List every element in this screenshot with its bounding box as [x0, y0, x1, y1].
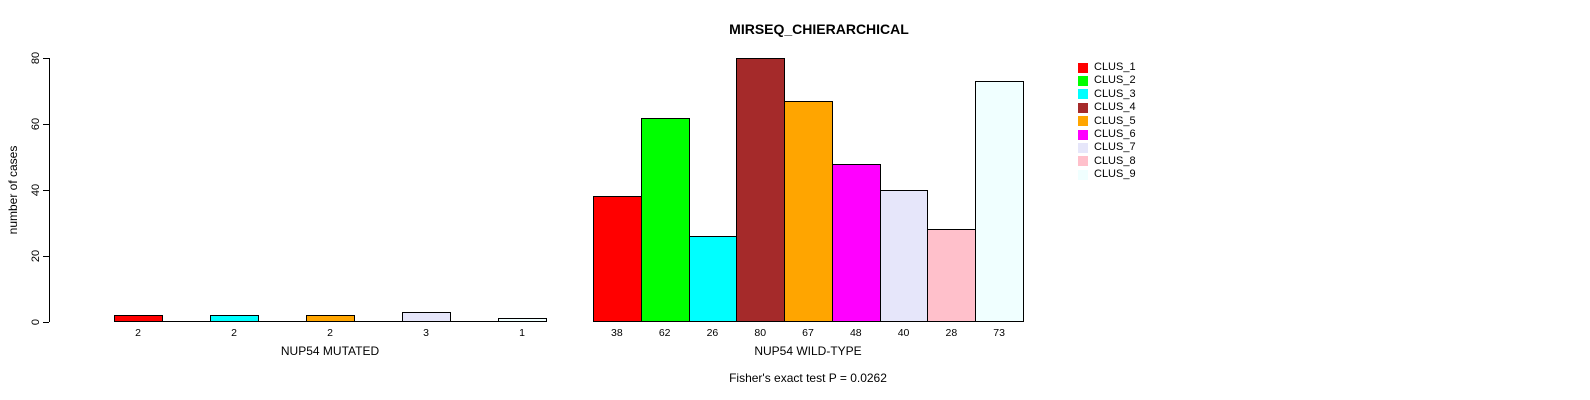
legend-label: CLUS_1: [1094, 61, 1136, 73]
y-axis-label: number of cases: [6, 145, 20, 235]
y-axis-line: [49, 58, 50, 322]
y-axis-tick-label: 20: [30, 249, 42, 263]
bar-clus_6: [832, 164, 881, 322]
bar-value-label: 26: [706, 327, 719, 339]
bar-value-label: 2: [231, 327, 237, 339]
legend-label: CLUS_8: [1094, 154, 1136, 167]
bar-value-label: 1: [519, 327, 525, 339]
legend-label: CLUS_4: [1094, 101, 1136, 114]
legend-swatch: [1078, 129, 1088, 140]
legend-swatch: [1078, 62, 1088, 73]
legend-item: CLUS_9: [1078, 168, 1136, 181]
bar-clus_5: [784, 101, 833, 322]
y-axis-tick: [43, 124, 49, 125]
bar-value-label: 80: [754, 327, 767, 339]
bar-value-label: 2: [135, 327, 141, 339]
bar-value-label: 62: [658, 327, 671, 339]
legend-label: CLUS_9: [1094, 168, 1136, 181]
bar-clus_2: [641, 118, 690, 322]
chart-title: MIRSEQ_CHIERARCHICAL: [729, 21, 909, 37]
bar-clus_8: [927, 229, 976, 322]
legend-item: CLUS_4: [1078, 101, 1136, 114]
legend: CLUS_1 CLUS_2 CLUS_3 CLUS_4 CLUS_5 CLUS_6 CLUS…: [1078, 61, 1136, 182]
bar-clus_4: [736, 58, 785, 322]
legend-item: CLUS_2: [1078, 74, 1136, 87]
legend-item: CLUS_6: [1078, 128, 1136, 141]
legend-swatch: [1078, 89, 1088, 100]
legend-item: CLUS_3: [1078, 88, 1136, 101]
bar-clus_7: [880, 190, 928, 322]
bar-clus_9: [975, 81, 1024, 322]
legend-swatch: [1078, 169, 1088, 180]
bar-value-label: 3: [423, 327, 429, 339]
legend-item: CLUS_1: [1078, 61, 1136, 74]
bar-value-label: 38: [611, 327, 623, 339]
legend-swatch: [1078, 76, 1088, 87]
y-axis-tick-label: 0: [30, 318, 42, 326]
bar-value-label: 73: [993, 327, 1005, 339]
bar-value-label: 28: [945, 327, 958, 339]
legend-swatch: [1078, 102, 1088, 113]
bar-clus_1: [114, 315, 163, 322]
bar-clus_7: [402, 312, 451, 322]
bar-clus_9: [498, 318, 547, 322]
legend-label: CLUS_7: [1094, 141, 1136, 154]
bar-clus_5: [306, 315, 355, 322]
bar-clus_3: [689, 236, 737, 322]
x-axis-label-mutated: NUP54 MUTATED: [280, 344, 380, 358]
x-axis-label-wildtype: NUP54 WILD-TYPE: [754, 344, 862, 358]
legend-label: CLUS_5: [1094, 114, 1136, 127]
annotation-fisher-test: Fisher's exact test P = 0.0262: [729, 371, 887, 385]
y-axis-tick: [43, 58, 49, 59]
legend-item: CLUS_7: [1078, 141, 1136, 154]
legend-item: CLUS_8: [1078, 155, 1136, 168]
legend-swatch: [1078, 143, 1088, 154]
legend-label: CLUS_2: [1094, 74, 1136, 87]
y-axis-tick-label: 80: [30, 51, 42, 65]
y-axis-tick: [43, 256, 49, 257]
y-axis-tick: [43, 322, 49, 323]
legend-swatch: [1078, 156, 1088, 167]
bar-clus_3: [210, 315, 259, 322]
legend-item: CLUS_5: [1078, 115, 1136, 128]
legend-label: CLUS_6: [1094, 127, 1136, 140]
y-axis-tick: [43, 190, 49, 191]
bar-value-label: 2: [327, 327, 333, 339]
y-axis-tick-label: 40: [30, 183, 42, 197]
y-axis-tick-label: 60: [30, 117, 42, 131]
bar-value-label: 67: [802, 327, 814, 339]
legend-label: CLUS_3: [1094, 87, 1136, 100]
bar-value-label: 40: [897, 327, 910, 339]
bar-value-label: 48: [849, 327, 862, 339]
legend-swatch: [1078, 116, 1088, 127]
bar-clus_1: [593, 196, 642, 322]
